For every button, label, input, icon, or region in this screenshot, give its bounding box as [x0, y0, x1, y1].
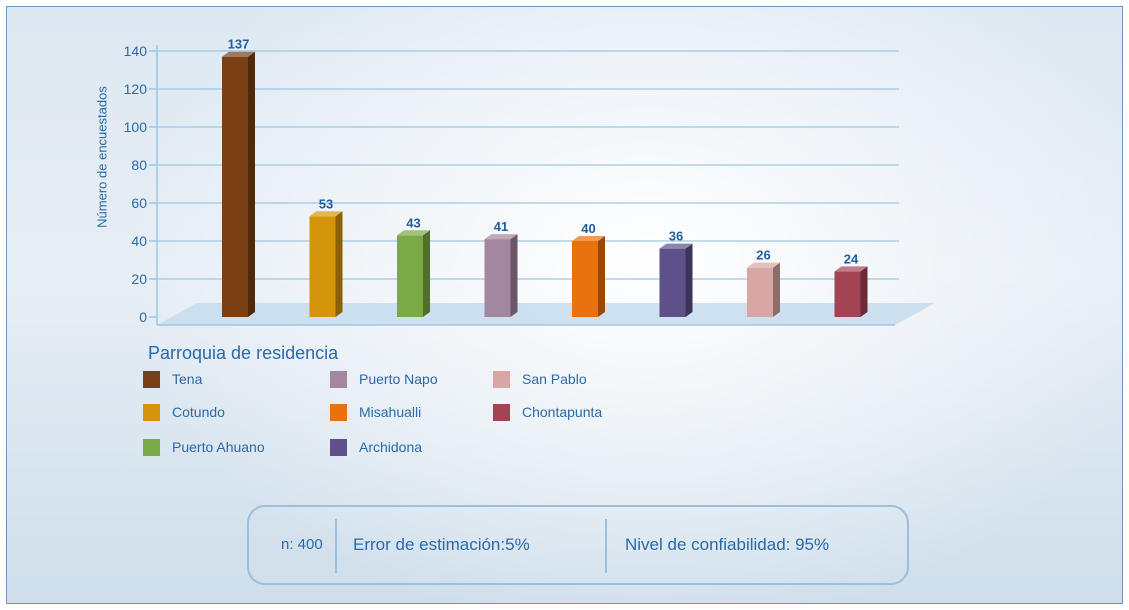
stats-box: n: 400 Error de estimación:5% Nivel de c…	[247, 505, 909, 585]
legend-label-misahualli: Misahualli	[359, 404, 422, 420]
y-tick-label: 80	[131, 157, 147, 173]
legend-swatch-tena	[143, 371, 160, 388]
confidence-level: Nivel de confiabilidad: 95%	[625, 535, 830, 554]
bar-side	[423, 230, 430, 317]
legend-title: Parroquia de residencia	[148, 343, 339, 363]
bar-top	[222, 51, 255, 57]
legend-label-puerto-ahuano: Puerto Ahuano	[172, 439, 265, 455]
y-tick-label: 100	[124, 119, 148, 135]
data-label: 43	[406, 215, 420, 230]
bar-top	[397, 230, 430, 236]
bar-side	[335, 211, 343, 317]
bar-side	[510, 234, 518, 317]
bar-side	[773, 262, 780, 317]
bar-top	[834, 266, 868, 272]
y-tick-label: 140	[124, 43, 148, 59]
bar	[222, 56, 248, 317]
stats-divider	[605, 519, 607, 573]
legend-swatch-archidona	[330, 439, 347, 456]
bar	[659, 248, 686, 317]
data-label: 40	[581, 221, 595, 236]
bar-top	[572, 236, 605, 241]
legend-swatch-puerto-ahuano	[143, 439, 160, 456]
legend-swatch-chontapunta	[493, 404, 510, 421]
legend-label-tena: Tena	[172, 371, 203, 387]
bar-top	[659, 243, 693, 249]
legend-label-cotundo: Cotundo	[172, 404, 225, 420]
legend-label-chontapunta: Chontapunta	[522, 404, 603, 420]
legend-swatch-misahualli	[330, 404, 347, 421]
bar	[309, 216, 336, 317]
bar	[834, 271, 861, 317]
estimation-error: Error de estimación:5%	[353, 535, 530, 554]
y-tick-label: 0	[139, 309, 147, 325]
y-tick-label: 120	[124, 81, 148, 97]
y-axis-label: Número de encuestados	[94, 86, 110, 228]
bar-side	[860, 266, 868, 317]
y-tick-label: 60	[131, 195, 147, 211]
stats-divider	[335, 519, 337, 573]
legend-swatch-cotundo	[143, 404, 160, 421]
y-tick-label: 20	[131, 271, 147, 287]
bar-side	[598, 236, 605, 317]
bar-top	[747, 262, 780, 268]
legend-swatch-san-pablo	[493, 371, 510, 388]
bar-side	[685, 243, 693, 317]
bar	[747, 267, 773, 317]
bar	[484, 239, 511, 317]
bar-side	[248, 51, 255, 317]
data-label: 24	[844, 251, 859, 266]
bar-top	[484, 234, 518, 240]
sample-size: n: 400	[281, 536, 323, 553]
data-label: 36	[669, 229, 683, 244]
bar-chart: 0 20 40 60 80 100 120 140 137 53 43 41 40 36 26 24	[124, 37, 935, 326]
chart-frame: 0 20 40 60 80 100 120 140 137 53 43 41 40 36 26 24 Núme…	[6, 6, 1123, 604]
legend-swatch-puerto-napo	[330, 371, 347, 388]
legend-label-san-pablo: San Pablo	[522, 371, 587, 387]
data-label: 41	[494, 219, 508, 234]
legend-label-puerto-napo: Puerto Napo	[359, 371, 438, 387]
data-label: 26	[756, 248, 770, 263]
legend-label-archidona: Archidona	[359, 439, 423, 455]
y-tick-label: 40	[131, 233, 147, 249]
data-label: 137	[228, 37, 250, 52]
bar	[572, 241, 598, 317]
data-label: 53	[319, 196, 333, 211]
chart-floor	[157, 303, 935, 325]
bar	[397, 235, 423, 317]
bar-top	[309, 211, 343, 217]
